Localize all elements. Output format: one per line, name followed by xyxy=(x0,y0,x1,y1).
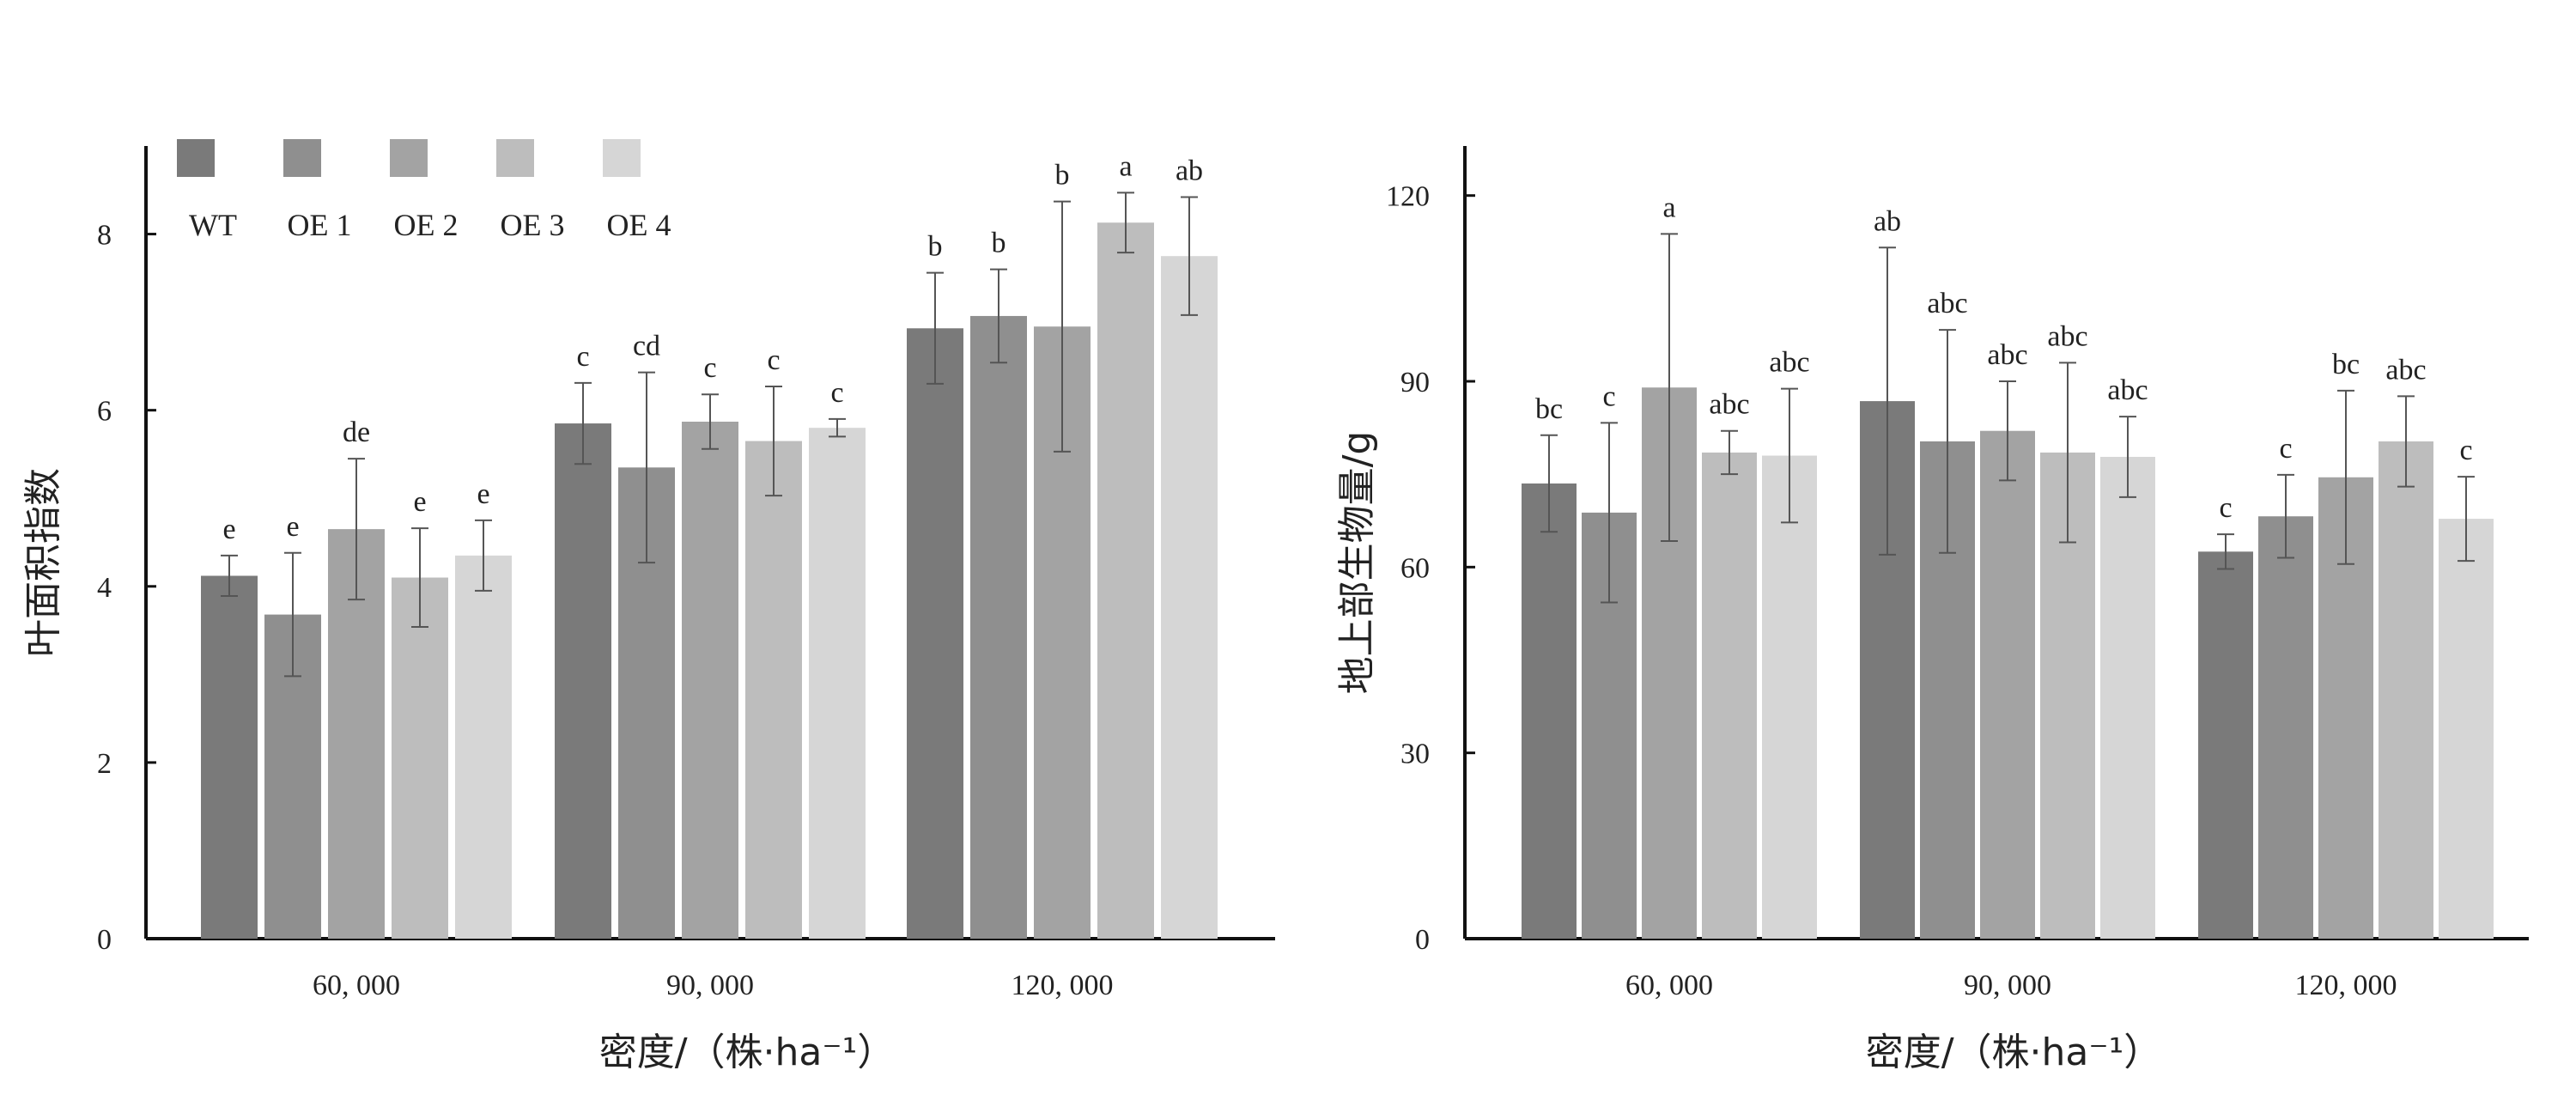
significance-letter: c xyxy=(2459,435,2472,466)
significance-letter: c xyxy=(830,377,843,409)
bar-oe3-1 xyxy=(745,441,802,939)
bar-oe3-2 xyxy=(1097,222,1154,939)
bar-oe2-1 xyxy=(1980,430,2035,939)
bar-oe4-0 xyxy=(1762,455,1817,939)
legend: WT OE 1 OE 2 OE 3 OE 4 xyxy=(177,139,671,242)
x-axis-label: 密度/（株·ha⁻¹） xyxy=(599,1031,896,1074)
bar-oe4-2 xyxy=(1161,256,1218,939)
significance-letter: c xyxy=(1602,380,1615,412)
significance-letter: bc xyxy=(2332,349,2360,380)
bar-oe4-1 xyxy=(2100,456,2155,939)
y-tick-label: 0 xyxy=(97,924,112,956)
significance-letter: a xyxy=(1662,192,1675,223)
bar-wt-0 xyxy=(1522,483,1577,939)
y-tick-label: 120 xyxy=(1386,181,1430,213)
significance-letter: ab xyxy=(1874,205,1901,237)
legend-swatch-oe2 xyxy=(390,139,428,177)
bar-wt-0 xyxy=(201,575,258,939)
significance-letter: abc xyxy=(2385,354,2426,386)
y-tick-label: 0 xyxy=(1415,924,1430,956)
bar-oe4-1 xyxy=(809,428,866,940)
bar-wt-2 xyxy=(2198,551,2253,939)
y-tick-label: 2 xyxy=(97,748,112,780)
significance-letter: b xyxy=(992,228,1006,259)
legend-swatch-wt xyxy=(177,139,215,177)
bar-oe1-2 xyxy=(2258,516,2313,939)
significance-letter: de xyxy=(343,417,370,448)
significance-letter: cd xyxy=(633,331,660,362)
bar-oe3-0 xyxy=(1702,452,1757,939)
significance-letter: c xyxy=(576,341,589,373)
legend-label: OE 2 xyxy=(394,208,459,242)
y-tick-label: 4 xyxy=(97,572,112,604)
significance-letter: c xyxy=(2219,492,2232,524)
significance-letter: abc xyxy=(1927,288,1967,319)
legend-label: OE 3 xyxy=(501,208,565,242)
x-category-label: 60, 000 xyxy=(1625,970,1713,1001)
significance-letter: abc xyxy=(1769,347,1809,379)
leaf-area-index-chart: 0 2 4 6 8 e e de e e 60, 000 c cd c c c 90, 000 b b b a ab 120… xyxy=(21,139,1275,1074)
x-axis-label: 密度/（株·ha⁻¹） xyxy=(1866,1031,2162,1074)
significance-letter: e xyxy=(413,486,426,518)
x-category-label: 90, 000 xyxy=(1964,970,2051,1001)
significance-letter: b xyxy=(1055,160,1070,192)
legend-swatch-oe1 xyxy=(283,139,321,177)
x-category-label: 90, 000 xyxy=(666,970,754,1001)
significance-letter: ab xyxy=(1176,155,1203,186)
legend-swatch-oe3 xyxy=(496,139,534,177)
bar-wt-1 xyxy=(555,423,611,939)
significance-letter: abc xyxy=(1987,339,2027,371)
y-tick-label: 8 xyxy=(97,220,112,252)
significance-letter: abc xyxy=(2107,374,2148,406)
significance-letter: c xyxy=(2279,433,2292,465)
significance-letter: bc xyxy=(1535,393,1563,425)
bar-oe4-0 xyxy=(455,555,512,939)
significance-letter: b xyxy=(928,231,943,263)
significance-letter: e xyxy=(286,511,299,543)
legend-label: OE 1 xyxy=(288,208,352,242)
significance-letter: a xyxy=(1119,150,1132,182)
y-tick-label: 90 xyxy=(1400,367,1430,398)
y-tick-label: 6 xyxy=(97,396,112,428)
bar-oe3-2 xyxy=(2379,441,2433,939)
x-category-label: 60, 000 xyxy=(313,970,400,1001)
legend-swatch-oe4 xyxy=(603,139,641,177)
bar-oe1-2 xyxy=(970,315,1027,939)
x-category-label: 120, 000 xyxy=(1012,970,1114,1001)
bar-oe2-1 xyxy=(682,421,738,939)
bar-oe4-2 xyxy=(2439,519,2494,939)
significance-letter: e xyxy=(222,514,235,545)
significance-letter: e xyxy=(477,478,489,510)
x-category-label: 120, 000 xyxy=(2295,970,2397,1001)
y-tick-label: 30 xyxy=(1400,739,1430,770)
significance-letter: abc xyxy=(2047,320,2087,352)
significance-letter: abc xyxy=(1709,389,1749,421)
y-axis-label: 叶面积指数 xyxy=(21,468,65,657)
bar-oe3-0 xyxy=(392,577,448,939)
y-tick-label: 60 xyxy=(1400,552,1430,584)
significance-letter: c xyxy=(703,352,716,384)
legend-label: WT xyxy=(189,208,237,242)
y-axis-label: 地上部生物量/g xyxy=(1335,431,1379,695)
legend-label: OE 4 xyxy=(607,208,671,242)
bar-wt-2 xyxy=(907,328,963,939)
significance-letter: c xyxy=(767,344,780,376)
